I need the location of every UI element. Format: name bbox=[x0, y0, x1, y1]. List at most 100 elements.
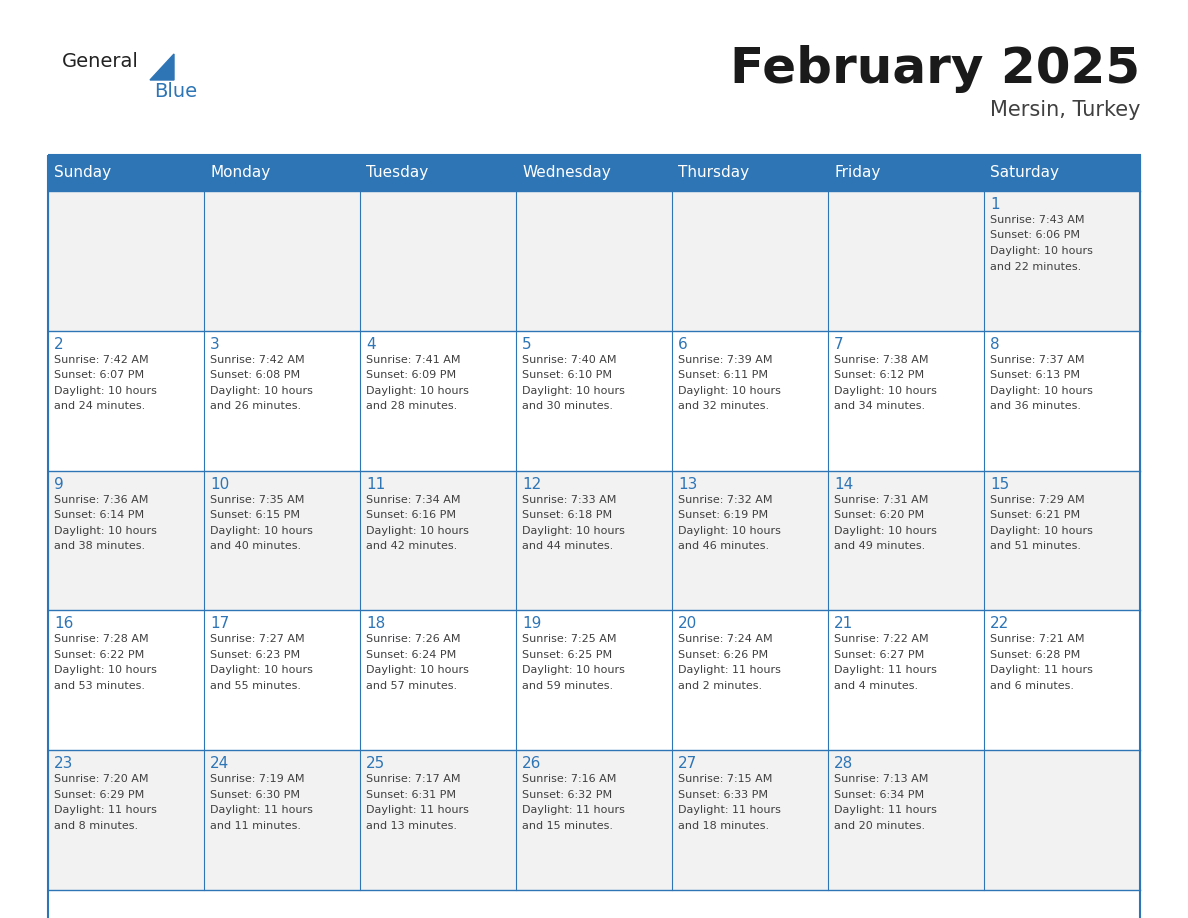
Text: Sunrise: 7:28 AM: Sunrise: 7:28 AM bbox=[55, 634, 148, 644]
Text: Friday: Friday bbox=[834, 165, 880, 181]
Text: and 34 minutes.: and 34 minutes. bbox=[834, 401, 925, 411]
Text: Sunrise: 7:20 AM: Sunrise: 7:20 AM bbox=[55, 774, 148, 784]
Text: and 51 minutes.: and 51 minutes. bbox=[991, 541, 1081, 551]
Text: 20: 20 bbox=[678, 616, 697, 632]
Text: Sunset: 6:30 PM: Sunset: 6:30 PM bbox=[210, 789, 301, 800]
Text: Sunrise: 7:32 AM: Sunrise: 7:32 AM bbox=[678, 495, 772, 505]
Text: Daylight: 10 hours: Daylight: 10 hours bbox=[523, 386, 625, 396]
Text: and 53 minutes.: and 53 minutes. bbox=[55, 681, 145, 691]
Text: Sunday: Sunday bbox=[55, 165, 112, 181]
Text: Sunset: 6:24 PM: Sunset: 6:24 PM bbox=[366, 650, 456, 660]
Text: and 18 minutes.: and 18 minutes. bbox=[678, 821, 770, 831]
Text: Sunrise: 7:42 AM: Sunrise: 7:42 AM bbox=[55, 354, 148, 364]
Polygon shape bbox=[150, 54, 173, 80]
Text: and 15 minutes.: and 15 minutes. bbox=[523, 821, 613, 831]
Text: Daylight: 11 hours: Daylight: 11 hours bbox=[678, 666, 782, 676]
Text: and 30 minutes.: and 30 minutes. bbox=[523, 401, 613, 411]
Text: Daylight: 10 hours: Daylight: 10 hours bbox=[210, 526, 314, 535]
Text: and 46 minutes.: and 46 minutes. bbox=[678, 541, 770, 551]
Text: Sunset: 6:29 PM: Sunset: 6:29 PM bbox=[55, 789, 145, 800]
Text: Sunrise: 7:36 AM: Sunrise: 7:36 AM bbox=[55, 495, 148, 505]
Text: Sunrise: 7:39 AM: Sunrise: 7:39 AM bbox=[678, 354, 772, 364]
Text: Sunset: 6:33 PM: Sunset: 6:33 PM bbox=[678, 789, 769, 800]
Text: Sunset: 6:19 PM: Sunset: 6:19 PM bbox=[678, 510, 769, 521]
Text: 4: 4 bbox=[366, 337, 375, 352]
Text: 3: 3 bbox=[210, 337, 220, 352]
Text: Daylight: 11 hours: Daylight: 11 hours bbox=[210, 805, 314, 815]
Text: Daylight: 10 hours: Daylight: 10 hours bbox=[55, 526, 157, 535]
Text: Sunset: 6:18 PM: Sunset: 6:18 PM bbox=[523, 510, 612, 521]
Text: Daylight: 11 hours: Daylight: 11 hours bbox=[55, 805, 157, 815]
Text: Sunset: 6:15 PM: Sunset: 6:15 PM bbox=[210, 510, 301, 521]
Text: 10: 10 bbox=[210, 476, 229, 492]
Text: Sunset: 6:23 PM: Sunset: 6:23 PM bbox=[210, 650, 301, 660]
Text: Daylight: 10 hours: Daylight: 10 hours bbox=[55, 666, 157, 676]
Text: Sunset: 6:06 PM: Sunset: 6:06 PM bbox=[991, 230, 1080, 241]
Text: Sunset: 6:32 PM: Sunset: 6:32 PM bbox=[523, 789, 612, 800]
Text: and 44 minutes.: and 44 minutes. bbox=[523, 541, 613, 551]
Bar bbox=[48, 155, 1140, 191]
Bar bbox=[48, 155, 1140, 918]
Text: 6: 6 bbox=[678, 337, 688, 352]
Text: Sunrise: 7:35 AM: Sunrise: 7:35 AM bbox=[210, 495, 304, 505]
Text: Sunrise: 7:43 AM: Sunrise: 7:43 AM bbox=[991, 215, 1085, 225]
Text: and 40 minutes.: and 40 minutes. bbox=[210, 541, 302, 551]
Text: 14: 14 bbox=[834, 476, 853, 492]
Text: Daylight: 10 hours: Daylight: 10 hours bbox=[678, 386, 782, 396]
Text: Sunset: 6:31 PM: Sunset: 6:31 PM bbox=[366, 789, 456, 800]
Text: and 49 minutes.: and 49 minutes. bbox=[834, 541, 925, 551]
Text: Wednesday: Wednesday bbox=[523, 165, 611, 181]
Text: 16: 16 bbox=[55, 616, 74, 632]
Text: Daylight: 10 hours: Daylight: 10 hours bbox=[366, 666, 469, 676]
Text: 2: 2 bbox=[55, 337, 64, 352]
Text: Daylight: 10 hours: Daylight: 10 hours bbox=[210, 666, 314, 676]
Text: Saturday: Saturday bbox=[991, 165, 1060, 181]
Text: and 57 minutes.: and 57 minutes. bbox=[366, 681, 457, 691]
Text: 5: 5 bbox=[523, 337, 532, 352]
Text: Mersin, Turkey: Mersin, Turkey bbox=[990, 100, 1140, 120]
Text: Daylight: 11 hours: Daylight: 11 hours bbox=[366, 805, 469, 815]
Text: 17: 17 bbox=[210, 616, 229, 632]
Text: Daylight: 11 hours: Daylight: 11 hours bbox=[834, 805, 937, 815]
Text: Daylight: 10 hours: Daylight: 10 hours bbox=[834, 526, 937, 535]
Text: and 22 minutes.: and 22 minutes. bbox=[991, 262, 1081, 272]
Text: Sunrise: 7:21 AM: Sunrise: 7:21 AM bbox=[991, 634, 1085, 644]
Text: Sunrise: 7:41 AM: Sunrise: 7:41 AM bbox=[366, 354, 461, 364]
Text: Thursday: Thursday bbox=[678, 165, 750, 181]
Text: Sunset: 6:14 PM: Sunset: 6:14 PM bbox=[55, 510, 145, 521]
Text: and 38 minutes.: and 38 minutes. bbox=[55, 541, 145, 551]
Text: 27: 27 bbox=[678, 756, 697, 771]
Text: Monday: Monday bbox=[210, 165, 271, 181]
Text: Sunrise: 7:25 AM: Sunrise: 7:25 AM bbox=[523, 634, 617, 644]
Text: and 36 minutes.: and 36 minutes. bbox=[991, 401, 1081, 411]
Text: 23: 23 bbox=[55, 756, 74, 771]
Text: Sunset: 6:09 PM: Sunset: 6:09 PM bbox=[366, 370, 456, 380]
Text: and 11 minutes.: and 11 minutes. bbox=[210, 821, 302, 831]
Text: Sunrise: 7:13 AM: Sunrise: 7:13 AM bbox=[834, 774, 929, 784]
Text: 25: 25 bbox=[366, 756, 385, 771]
Text: Sunrise: 7:40 AM: Sunrise: 7:40 AM bbox=[523, 354, 617, 364]
Text: Blue: Blue bbox=[154, 82, 197, 101]
Text: Sunrise: 7:29 AM: Sunrise: 7:29 AM bbox=[991, 495, 1085, 505]
Text: Sunrise: 7:37 AM: Sunrise: 7:37 AM bbox=[991, 354, 1085, 364]
Text: Daylight: 10 hours: Daylight: 10 hours bbox=[523, 526, 625, 535]
Text: Daylight: 11 hours: Daylight: 11 hours bbox=[523, 805, 625, 815]
Text: Daylight: 10 hours: Daylight: 10 hours bbox=[991, 526, 1093, 535]
Text: Sunrise: 7:19 AM: Sunrise: 7:19 AM bbox=[210, 774, 305, 784]
Text: Sunset: 6:13 PM: Sunset: 6:13 PM bbox=[991, 370, 1080, 380]
Text: 1: 1 bbox=[991, 197, 1000, 212]
Text: Sunset: 6:27 PM: Sunset: 6:27 PM bbox=[834, 650, 924, 660]
Text: 28: 28 bbox=[834, 756, 853, 771]
Text: 11: 11 bbox=[366, 476, 385, 492]
Text: Daylight: 11 hours: Daylight: 11 hours bbox=[678, 805, 782, 815]
Text: Sunset: 6:28 PM: Sunset: 6:28 PM bbox=[991, 650, 1081, 660]
Text: Sunrise: 7:24 AM: Sunrise: 7:24 AM bbox=[678, 634, 773, 644]
Text: Sunrise: 7:38 AM: Sunrise: 7:38 AM bbox=[834, 354, 929, 364]
Text: Sunset: 6:11 PM: Sunset: 6:11 PM bbox=[678, 370, 769, 380]
Text: Daylight: 10 hours: Daylight: 10 hours bbox=[55, 386, 157, 396]
Text: 8: 8 bbox=[991, 337, 1000, 352]
Text: Sunrise: 7:42 AM: Sunrise: 7:42 AM bbox=[210, 354, 305, 364]
Text: 13: 13 bbox=[678, 476, 697, 492]
Text: and 8 minutes.: and 8 minutes. bbox=[55, 821, 138, 831]
Text: 7: 7 bbox=[834, 337, 843, 352]
